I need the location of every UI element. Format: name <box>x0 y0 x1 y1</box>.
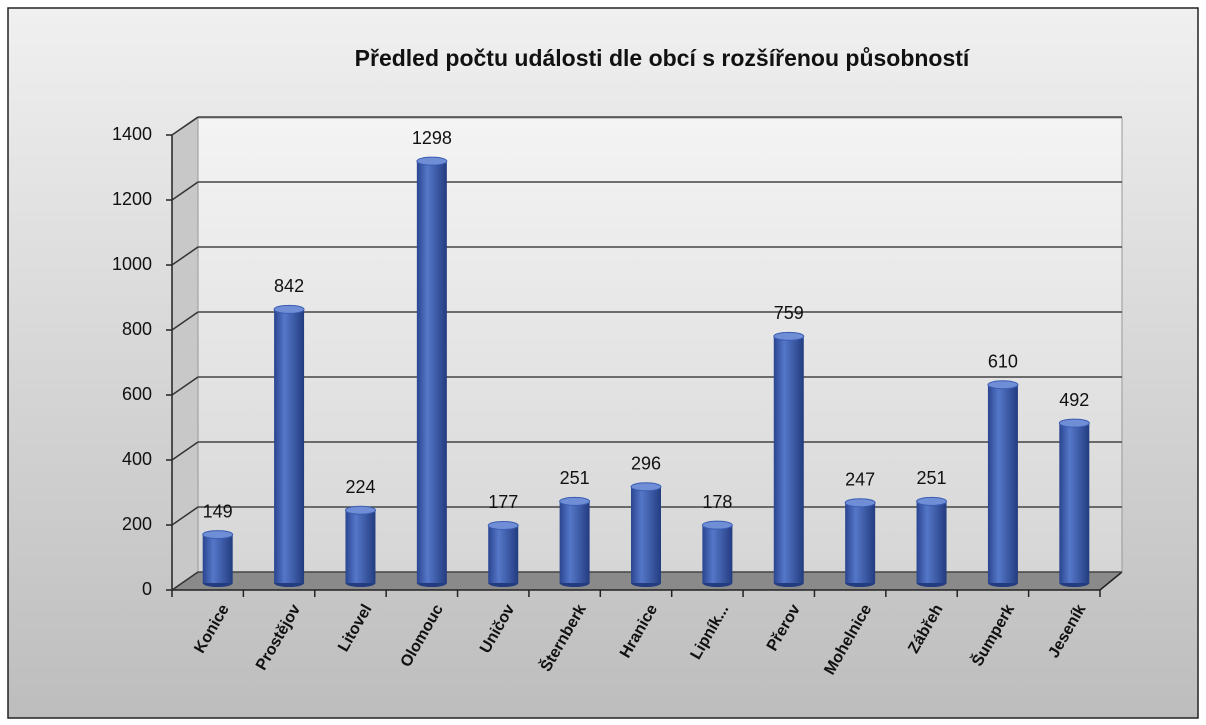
y-tick-label: 1200 <box>112 189 152 209</box>
bar-top <box>416 156 448 166</box>
y-tick-label: 1400 <box>112 124 152 144</box>
value-label: 251 <box>917 468 947 488</box>
y-tick-label: 600 <box>122 384 152 404</box>
value-label: 247 <box>845 469 875 489</box>
bar <box>916 501 947 583</box>
value-label: 177 <box>488 492 518 512</box>
x-axis-depth <box>1099 571 1123 591</box>
grid-line-depth <box>171 116 199 136</box>
bar <box>416 161 447 583</box>
value-label: 842 <box>274 276 304 296</box>
bar-top <box>987 380 1019 390</box>
value-label: 492 <box>1059 390 1089 410</box>
grid-line-depth <box>171 246 199 266</box>
value-label: 178 <box>702 492 732 512</box>
grid-line-depth <box>171 571 199 591</box>
y-tick-label: 200 <box>122 514 152 534</box>
side-wall <box>171 117 199 591</box>
grid-line-depth <box>171 376 199 396</box>
grid-line-depth <box>171 181 199 201</box>
value-label: 296 <box>631 454 661 474</box>
bar-top <box>487 520 519 530</box>
y-tick-label: 1000 <box>112 254 152 274</box>
value-label: 251 <box>560 468 590 488</box>
bar-top <box>773 331 805 341</box>
bar <box>702 525 733 583</box>
y-tick-label: 400 <box>122 449 152 469</box>
bar-top <box>844 498 876 508</box>
chart-title: Předled počtu události dle obcí s rozšíř… <box>355 45 971 71</box>
bar-top <box>916 496 948 506</box>
bar <box>488 525 519 583</box>
bar-top <box>630 482 662 492</box>
bar <box>345 510 376 583</box>
value-label: 149 <box>203 501 233 521</box>
grid-line-depth <box>171 441 199 461</box>
bar <box>1059 423 1090 583</box>
bar <box>631 486 661 583</box>
bar <box>773 336 804 583</box>
value-label: 759 <box>774 303 804 323</box>
bar <box>274 309 305 583</box>
grid-line-depth <box>171 506 199 526</box>
bar-top <box>202 530 234 540</box>
bar-top <box>701 520 733 530</box>
bar-top <box>344 505 376 515</box>
y-tick-label: 0 <box>142 579 152 599</box>
grid-line-depth <box>171 311 199 331</box>
bar <box>987 384 1018 583</box>
value-label: 610 <box>988 352 1018 372</box>
value-label: 1298 <box>412 128 452 148</box>
value-label: 224 <box>345 477 375 497</box>
bar <box>559 501 590 583</box>
bar-top <box>1058 418 1090 428</box>
y-tick-label: 800 <box>122 319 152 339</box>
bar-top <box>273 304 305 314</box>
bar <box>845 502 876 583</box>
bar <box>202 534 233 583</box>
bar-top <box>559 496 591 506</box>
